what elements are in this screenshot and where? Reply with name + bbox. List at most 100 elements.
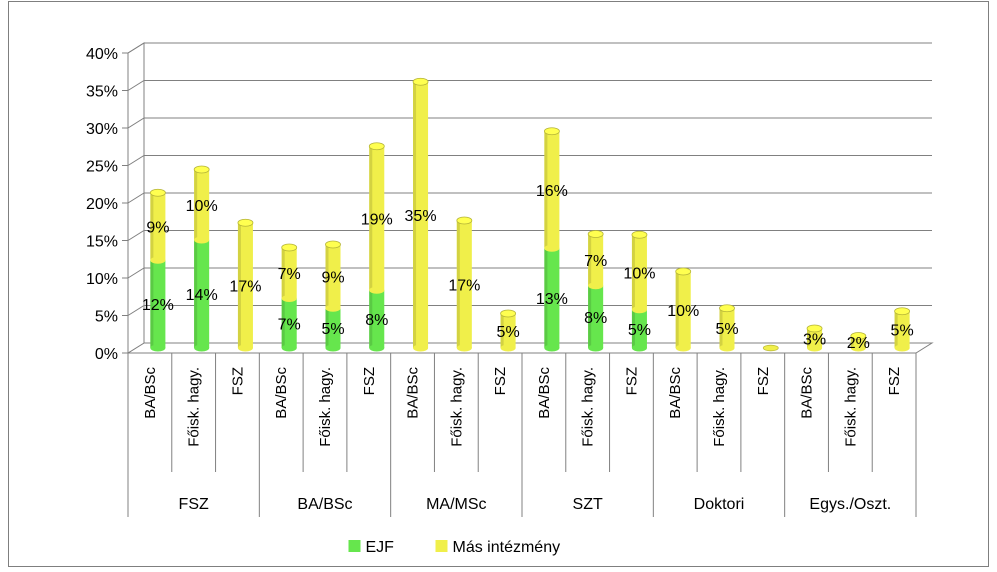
bar-bottom-cap <box>631 306 647 314</box>
bar-bottom-cap <box>325 344 341 352</box>
data-label: 2% <box>847 335 870 352</box>
gridline <box>127 192 932 204</box>
data-label: 10% <box>186 198 218 215</box>
category-label: Főisk. hagy. <box>580 367 597 447</box>
bar-segment <box>150 260 166 348</box>
data-label: 14% <box>186 287 218 304</box>
bar-bottom-cap <box>719 344 735 352</box>
bar-bottom-cap <box>544 244 560 252</box>
data-label: 7% <box>278 316 301 333</box>
bar-bottom-cap <box>325 304 341 312</box>
data-label: 5% <box>891 323 914 340</box>
bar-stack <box>850 332 867 352</box>
category-label: BA/BSc <box>667 367 684 419</box>
bar-stack <box>675 267 692 352</box>
bar-top-cap <box>193 165 210 174</box>
bar-segment <box>675 271 691 348</box>
bar-top-cap <box>237 218 254 227</box>
data-label: 8% <box>365 312 388 329</box>
bar-shade <box>719 308 723 348</box>
bar-shade <box>413 81 417 348</box>
bar-shade <box>588 234 592 286</box>
bar-shade <box>281 298 285 348</box>
data-label: 7% <box>584 253 607 270</box>
bar-top-cap <box>412 77 429 86</box>
data-label: 5% <box>628 322 651 339</box>
bar-top-cap <box>281 243 298 252</box>
bar-bottom-cap <box>544 344 560 352</box>
bar-stack <box>281 243 298 352</box>
bar-bottom-cap <box>456 344 472 352</box>
x-axis-categories: BA/BSc Főisk. hagy. FSZ BA/BSc Főisk. hagy. F… <box>127 352 917 517</box>
bar-stack <box>631 230 648 352</box>
gridline <box>127 267 932 279</box>
data-labels: 12% 9% 14% 10% 17% 7% 7% 5% 9% 8% 19% 35% 17% 5% 13% 16… <box>142 183 914 352</box>
gridline <box>127 230 932 241</box>
bar-shade <box>369 146 373 291</box>
bar-shade <box>456 220 460 348</box>
bar-segment <box>631 234 647 310</box>
bar-stack <box>806 324 823 352</box>
category-label: FSZ <box>361 367 378 395</box>
bar-segment <box>413 81 429 348</box>
bar-shade <box>894 311 898 348</box>
y-tick-label: 30% <box>86 121 118 138</box>
category-label: FSZ <box>492 367 509 395</box>
category-label: BA/BSc <box>273 367 290 419</box>
category-label: Főisk. hagy. <box>186 367 203 447</box>
bar-segment <box>544 248 560 348</box>
bar-segment <box>369 290 385 348</box>
bar-segment <box>631 309 647 348</box>
bar-shade <box>194 240 198 348</box>
data-label: 7% <box>278 266 301 283</box>
category-label: FSZ <box>886 367 903 395</box>
bar-stack <box>587 230 604 352</box>
bar-stack <box>412 77 429 352</box>
bar-top-cap <box>894 307 911 316</box>
bar-top-cap <box>149 188 166 197</box>
bar-top-cap <box>500 309 517 318</box>
group-label: Doktori <box>694 496 745 513</box>
bar-segment <box>194 240 210 348</box>
bar-shade <box>544 131 548 249</box>
bar-top-cap <box>543 127 560 136</box>
bar-bottom-cap <box>369 286 385 294</box>
bar-shade <box>281 247 285 299</box>
category-label: BA/BSc <box>799 367 816 419</box>
legend-swatch <box>435 540 448 552</box>
gridline <box>127 155 932 166</box>
bar-bottom-cap <box>150 344 166 352</box>
bar-segment <box>719 308 735 348</box>
category-label: FSZ <box>623 367 640 395</box>
y-axis-ticks: 0% 5% 10% 15% 20% 25% 30% 35% 40% <box>86 46 129 363</box>
legend-label: EJF <box>366 539 395 556</box>
y-tick-label: 25% <box>86 159 118 176</box>
data-label: 16% <box>536 183 568 200</box>
bar-bottom-cap <box>894 344 910 352</box>
legend-label: Más intézmény <box>453 539 561 556</box>
gridline <box>127 305 932 316</box>
bar-segment <box>588 285 604 348</box>
bar-stack <box>325 240 341 352</box>
group-label: BA/BSc <box>297 496 352 513</box>
bar-bottom-cap <box>807 344 823 352</box>
bar-top-cap <box>806 324 823 333</box>
bar-bottom-cap <box>850 344 866 352</box>
bar-stack <box>149 188 166 352</box>
bar-segment <box>281 247 297 299</box>
gridline <box>127 80 932 91</box>
legend-swatch <box>348 540 361 552</box>
bar-shade <box>675 271 679 348</box>
y-tick-label: 15% <box>86 234 118 251</box>
group-label: Egys./Oszt. <box>809 496 891 513</box>
gridlines <box>127 42 932 316</box>
bar-top-cap <box>631 230 648 239</box>
category-label: Főisk. hagy. <box>842 367 859 447</box>
bar-segment <box>237 222 253 348</box>
data-label: 13% <box>536 291 568 308</box>
bar-bottom-cap <box>413 344 429 352</box>
bar-shade <box>588 285 592 348</box>
bar-stack <box>368 142 385 352</box>
bar-stack <box>762 344 779 352</box>
